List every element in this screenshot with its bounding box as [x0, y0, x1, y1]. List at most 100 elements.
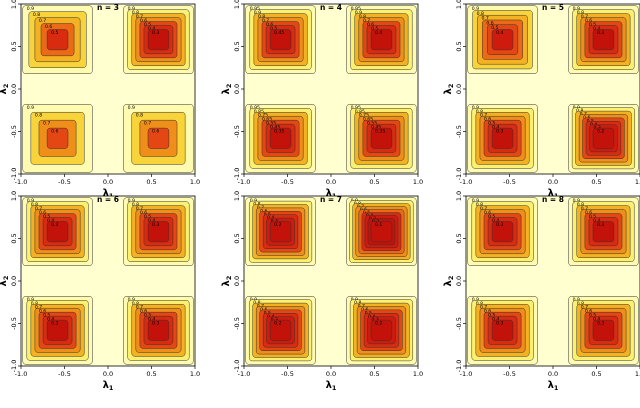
contour-level — [491, 127, 514, 149]
y-tick-label: 0.0 — [233, 276, 241, 286]
contour-label: 0.7 — [136, 14, 143, 20]
x-tick-label: -1.0 — [460, 178, 473, 186]
contour-label: 0.5 — [43, 313, 50, 319]
panel-title: n = 4 — [320, 3, 342, 12]
contour-label: 0.2 — [597, 129, 604, 135]
contour-label: 0.75 — [359, 113, 369, 119]
quadrant-top-left: 0.90.80.70.60.50.40.3 — [22, 197, 93, 266]
contour-label: 0.9 — [472, 6, 479, 12]
contour-label: 0.35 — [375, 129, 385, 135]
x-tick-label: -0.5 — [281, 178, 294, 186]
contour-label: 0.6 — [585, 309, 592, 315]
y-tick-label: 1.0 — [10, 0, 18, 9]
contour-label: 0.4 — [492, 317, 499, 323]
contour-label: 0.6 — [51, 129, 58, 135]
contour-label: 0.5 — [589, 313, 596, 319]
contour-label: 0.95 — [351, 105, 361, 111]
contour-level — [46, 127, 69, 149]
x-tick-label: -1.0 — [15, 178, 28, 186]
contour-label: 0.6 — [140, 309, 147, 315]
contour-label: 0.8 — [31, 301, 38, 307]
contour-label: 0.5 — [488, 214, 495, 220]
contour-panel: 0.950.90.80.70.60.50.45 0.950.90.80.70.60… — [221, 0, 423, 200]
y-tick-label: 1.0 — [455, 0, 463, 9]
contour-label: 0.7 — [262, 18, 269, 24]
contour-label: 0.8 — [476, 109, 483, 115]
contour-label: 0.6 — [585, 18, 592, 24]
y-tick-label: 0.0 — [233, 84, 241, 94]
contour-label: 0.7 — [39, 18, 46, 24]
panel-title: n = 8 — [542, 195, 564, 204]
y-tick-label: -1.0 — [455, 360, 463, 373]
y-tick-label: 0.5 — [10, 233, 18, 243]
contour-label: 0.6 — [486, 20, 493, 26]
contour-label: 0.9 — [573, 297, 580, 303]
quadrant-top-right: 0.90.80.70.60.50.40.3 — [568, 5, 639, 74]
contour-label: 0.5 — [43, 214, 50, 220]
contour-label: 0.8 — [132, 301, 139, 307]
contour-label: 0.6 — [45, 24, 52, 30]
y-tick-label: -0.5 — [10, 317, 18, 330]
contour-label: 0.45 — [274, 30, 284, 36]
quadrant-top-left: 0.950.90.80.70.60.50.45 — [245, 5, 316, 74]
quadrant-bottom-right: 0.950.850.750.650.550.450.35 — [346, 104, 417, 173]
contour-level — [592, 221, 615, 243]
y-tick-label: 0.5 — [455, 41, 463, 51]
contour-label: 0.5 — [144, 313, 151, 319]
panel-title: n = 5 — [542, 3, 564, 12]
y-tick-label: 0.0 — [455, 276, 463, 286]
contour-level — [46, 29, 69, 51]
contour-label: 0.5 — [488, 121, 495, 127]
contour-label: 0.9 — [27, 105, 34, 111]
y-axis-label: λ2 — [0, 84, 10, 95]
contour-label: 0.55 — [266, 121, 276, 127]
contour-level — [592, 127, 615, 149]
contour-label: 0.8 — [132, 10, 139, 16]
x-tick-label: 0.0 — [326, 370, 336, 378]
x-tick-label: 1.0 — [413, 178, 423, 186]
y-axis-label: λ2 — [443, 84, 455, 95]
x-tick-label: 1.0 — [190, 370, 200, 378]
x-tick-label: -0.5 — [58, 178, 71, 186]
contour-label: 0.5 — [491, 25, 498, 31]
y-tick-label: 0.0 — [10, 84, 18, 94]
contour-label: 0.9 — [472, 297, 479, 303]
contour-label: 0.9 — [573, 6, 580, 12]
contour-label: 0.5 — [488, 313, 495, 319]
contour-label: 0.35 — [274, 129, 284, 135]
contour-label: 0.8 — [258, 14, 265, 20]
contour-label: 0.4 — [593, 26, 600, 32]
contour-label: 0.9 — [128, 297, 135, 303]
x-tick-label: 0.0 — [548, 370, 558, 378]
contour-label: 0.3 — [51, 222, 58, 228]
contour-label: 0.4 — [492, 218, 499, 224]
contour-label: 0.5 — [144, 214, 151, 220]
y-tick-label: 0.5 — [455, 233, 463, 243]
contour-label: 0.9 — [27, 198, 34, 204]
contour-level — [592, 319, 615, 341]
contour-label: 0.7 — [35, 305, 42, 311]
contour-label: 0.55 — [367, 121, 377, 127]
x-axis-label: λ1 — [103, 380, 114, 392]
x-tick-label: -0.5 — [503, 370, 516, 378]
contour-label: 0.3 — [152, 222, 159, 228]
contour-label: 0.4 — [148, 218, 155, 224]
contour-label: 0.4 — [375, 30, 382, 36]
contour-label: 0.45 — [270, 125, 280, 131]
quadrant-top-right: 0.950.90.80.70.60.50.4 — [346, 5, 417, 74]
x-tick-label: 1.0 — [635, 178, 640, 186]
quadrant-top-right: 0.90.80.70.60.50.40.3 — [123, 5, 194, 74]
y-tick-label: 0.0 — [10, 276, 18, 286]
contour-level — [269, 221, 292, 243]
x-tick-label: 0.5 — [146, 178, 156, 186]
contour-label: 0.85 — [355, 109, 365, 115]
contour-panel: 0.90.80.70.60.50.90.80.70.60.50.40.30.90… — [0, 0, 200, 200]
contour-label: 0.7 — [35, 206, 42, 212]
y-tick-label: -0.5 — [10, 125, 18, 138]
contour-level — [269, 127, 292, 149]
x-tick-label: 1.0 — [190, 178, 200, 186]
quadrant-bottom-left: 0.90.80.70.60.50.40.3 — [22, 296, 93, 365]
y-tick-label: -0.5 — [455, 125, 463, 138]
contour-level — [491, 221, 514, 243]
